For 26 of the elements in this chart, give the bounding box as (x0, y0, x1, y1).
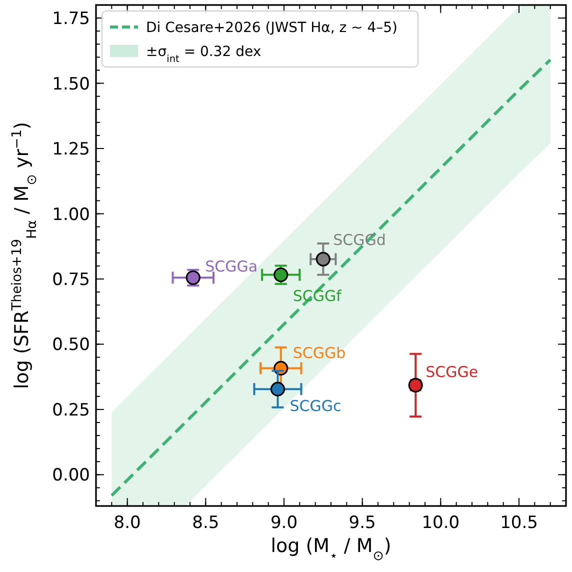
x-tick-label: 8.0 (114, 513, 141, 533)
series-label: SCGGf (292, 286, 342, 305)
x-tick-label: 8.5 (192, 513, 220, 533)
x-tick-label: 10.5 (500, 513, 538, 533)
y-tick-label: 0.25 (52, 400, 90, 420)
annotation: ±σ$_{int}$ = 0.32 dex (146, 44, 262, 64)
series-label: SCGGb (292, 344, 346, 362)
y-tick-label: 1.25 (52, 140, 90, 160)
series-label: SCGGd (333, 231, 386, 250)
legend-label: Di Cesare+2026 (JWST Hα, z ~ 4–5) (146, 20, 398, 36)
x-tick-label: 9.0 (270, 513, 298, 533)
y-tick-label: 1.75 (52, 9, 90, 30)
y-tick-label: 1.00 (52, 204, 90, 225)
x-tick-label: 10.0 (422, 513, 460, 533)
x-tick-label: 9.5 (348, 513, 376, 533)
y-tick-label: 0.75 (52, 270, 90, 290)
point (316, 252, 330, 266)
series-label: SCGGc (290, 397, 342, 416)
y-tick-label: 0.50 (52, 335, 90, 356)
x-axis-title: log (M$_{⋆}$ / M$_{⊙}$) (270, 535, 392, 564)
series-label: SCGGa (205, 258, 258, 276)
y-tick-label: 0.00 (52, 466, 90, 486)
series-label: SCGGe (426, 363, 478, 382)
point (270, 382, 286, 396)
point (274, 268, 288, 282)
y-tick-label: 1.50 (52, 74, 90, 94)
